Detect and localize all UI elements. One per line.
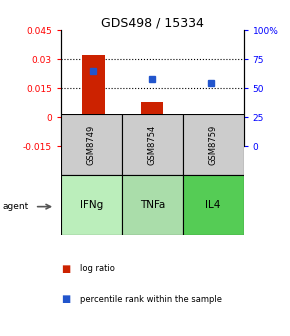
Bar <box>141 102 164 117</box>
Bar <box>122 114 183 175</box>
Text: IL4: IL4 <box>205 200 221 210</box>
Text: agent: agent <box>3 202 29 211</box>
Text: log ratio: log ratio <box>80 264 115 273</box>
Bar <box>200 117 222 119</box>
Text: ■: ■ <box>61 264 70 274</box>
Text: IFNg: IFNg <box>80 200 103 210</box>
Bar <box>61 175 122 235</box>
Title: GDS498 / 15334: GDS498 / 15334 <box>101 16 204 29</box>
Bar <box>61 114 122 175</box>
Text: GSM8749: GSM8749 <box>87 124 96 165</box>
Text: ■: ■ <box>61 294 70 304</box>
Bar <box>82 55 104 117</box>
Bar <box>122 175 183 235</box>
Text: TNFa: TNFa <box>139 200 165 210</box>
Bar <box>183 175 244 235</box>
Text: GSM8759: GSM8759 <box>209 124 218 165</box>
Bar <box>183 114 244 175</box>
Text: GSM8754: GSM8754 <box>148 124 157 165</box>
Text: percentile rank within the sample: percentile rank within the sample <box>80 295 222 303</box>
